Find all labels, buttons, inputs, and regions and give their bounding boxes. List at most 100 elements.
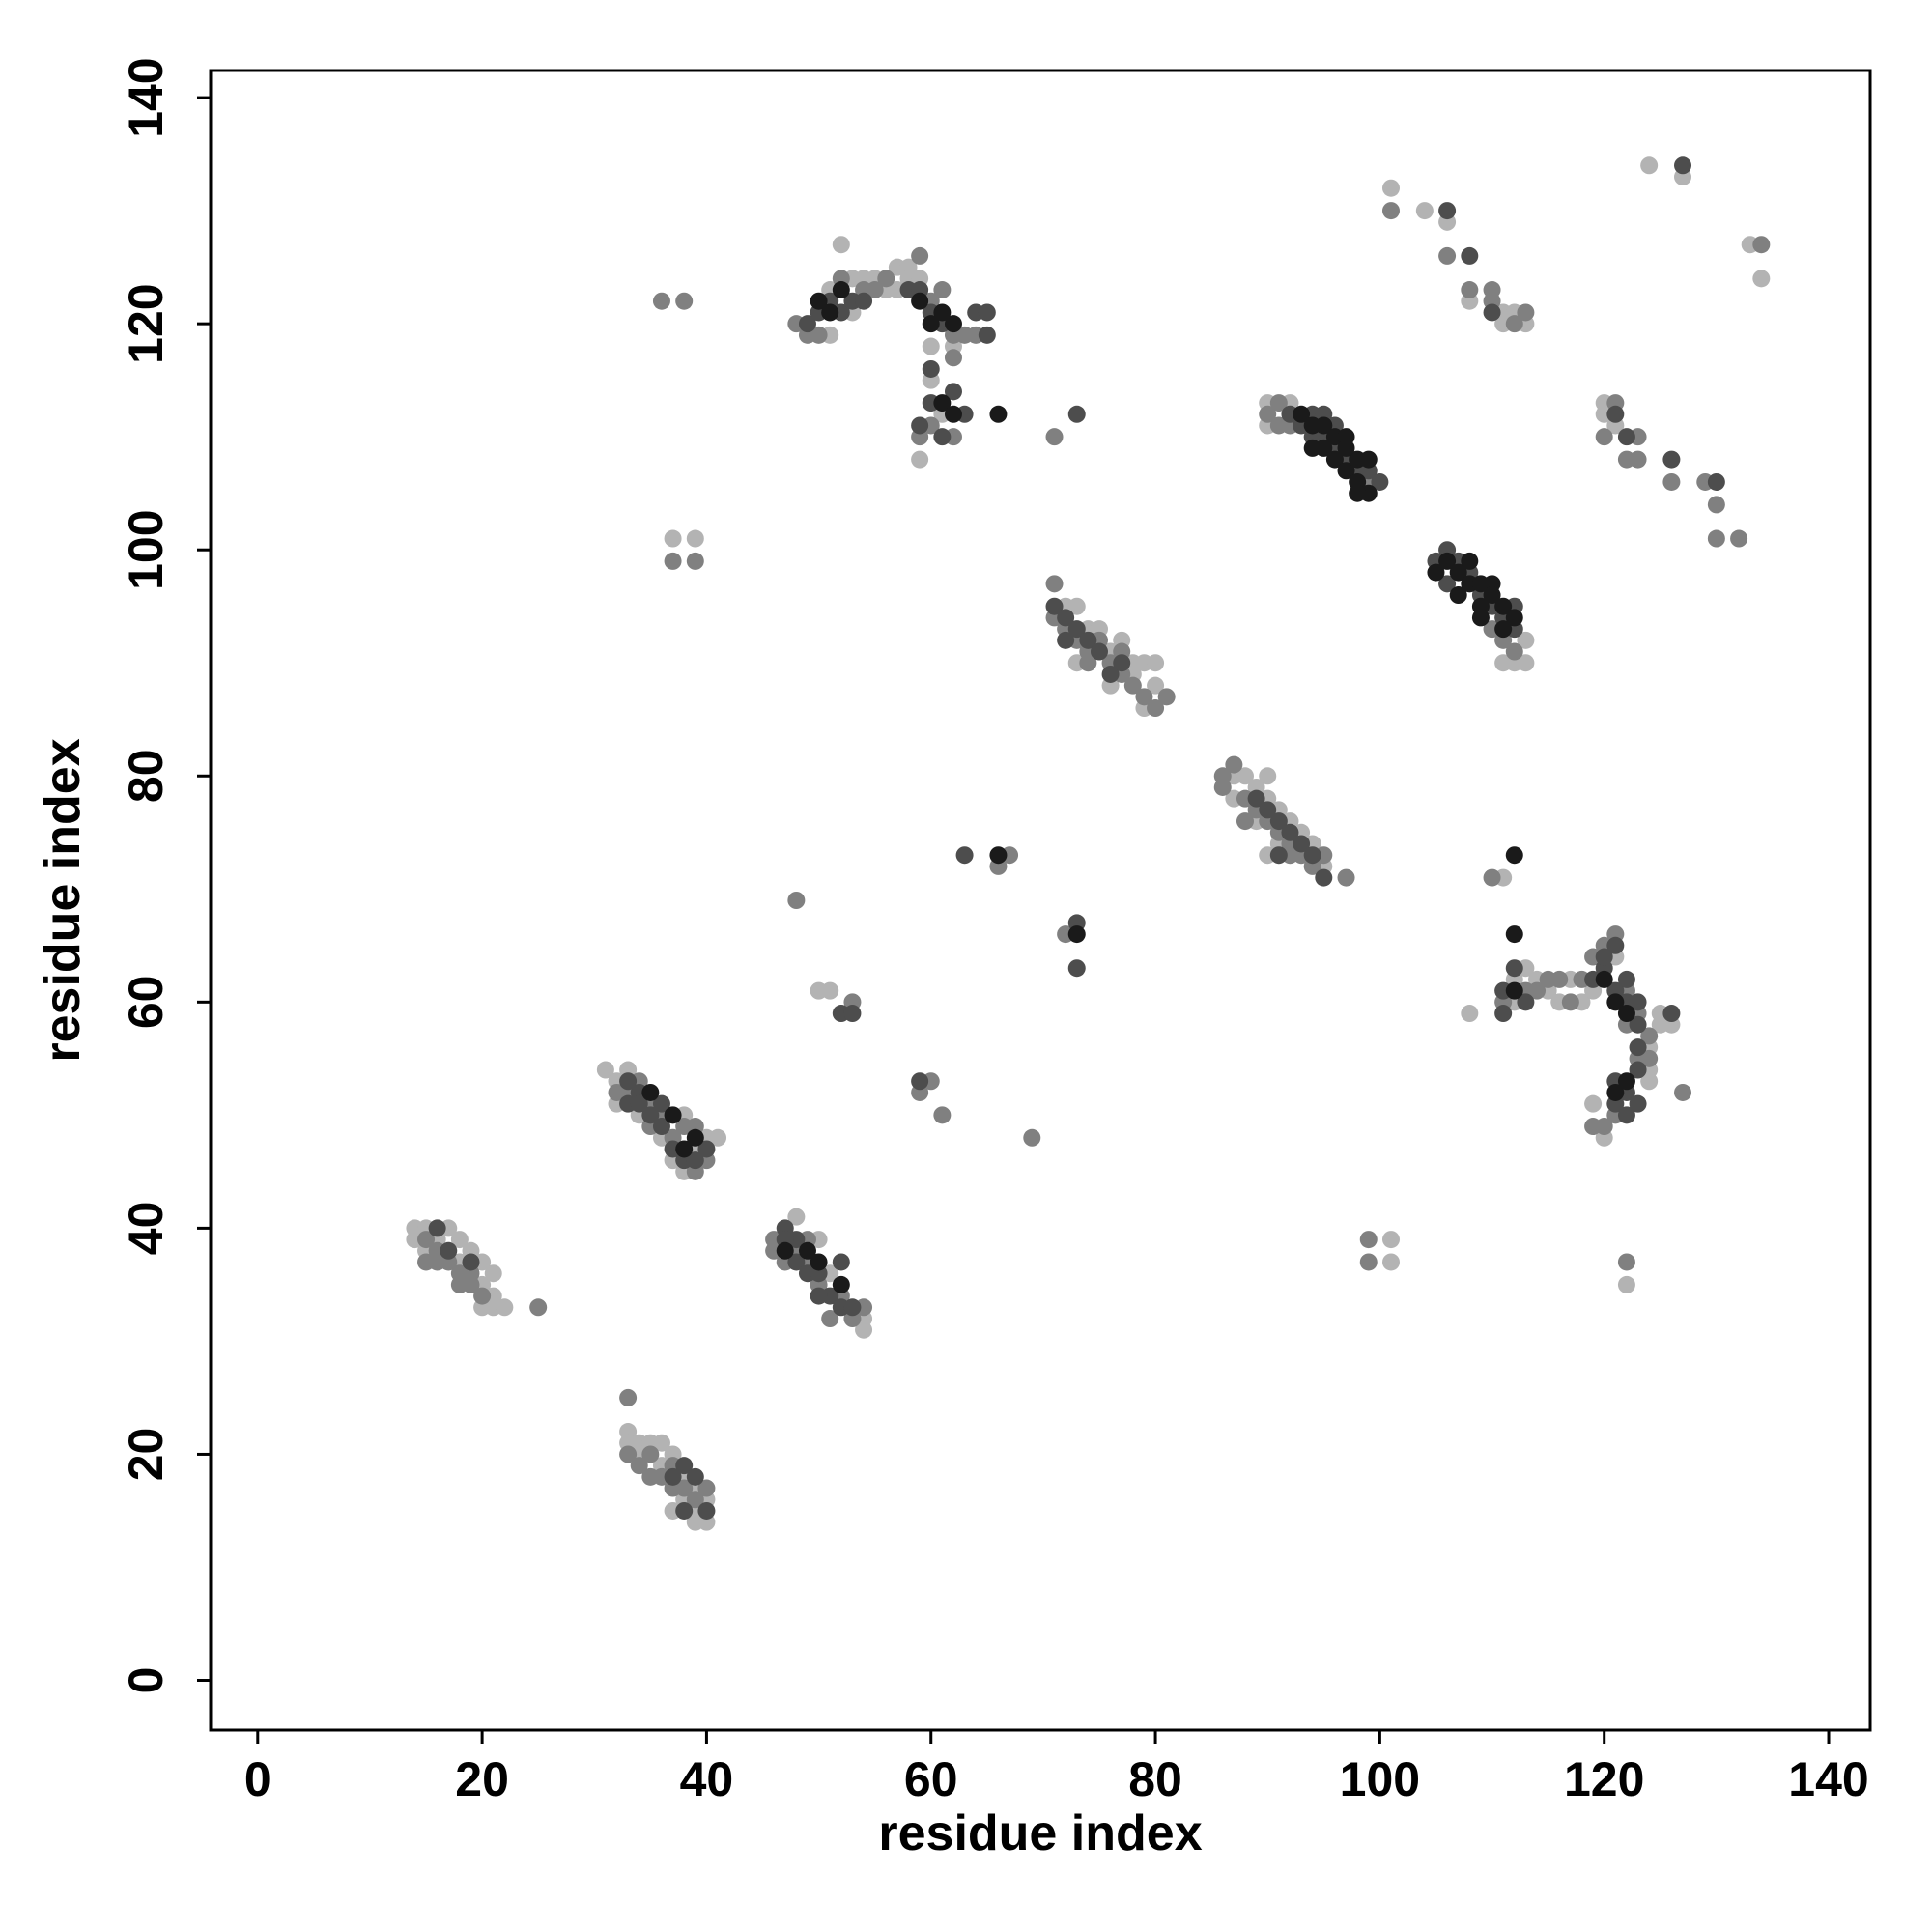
point <box>911 292 929 310</box>
point <box>1123 676 1142 695</box>
point <box>1225 755 1243 774</box>
point <box>664 1467 682 1486</box>
point <box>1057 609 1075 627</box>
point <box>1505 315 1523 333</box>
point <box>911 246 929 265</box>
point <box>1550 970 1569 988</box>
point <box>1269 846 1288 865</box>
point <box>933 281 952 299</box>
point <box>1629 993 1647 1011</box>
point <box>922 315 940 333</box>
point <box>1067 597 1086 615</box>
point <box>1359 1231 1378 1249</box>
point <box>1381 1231 1400 1249</box>
point <box>1461 281 1479 299</box>
point <box>1707 472 1725 491</box>
point <box>955 846 974 865</box>
point <box>697 1140 716 1158</box>
point <box>978 326 996 344</box>
point <box>675 1140 694 1158</box>
point <box>484 1264 502 1283</box>
point <box>911 450 929 469</box>
point <box>1147 699 1165 718</box>
point <box>664 552 682 570</box>
x-tick-label: 140 <box>1788 1752 1868 1806</box>
point <box>686 1151 704 1170</box>
point <box>1269 812 1288 831</box>
point <box>652 292 670 310</box>
point <box>1359 450 1378 469</box>
point <box>1315 439 1333 457</box>
point <box>933 1106 952 1124</box>
point <box>1213 778 1232 796</box>
point <box>1606 936 1625 954</box>
point <box>1259 767 1277 785</box>
point <box>1707 529 1725 548</box>
point <box>529 1298 548 1317</box>
y-tick-label: 40 <box>119 1202 173 1256</box>
point <box>1057 631 1075 649</box>
point <box>978 303 996 322</box>
point <box>1584 1118 1603 1136</box>
point <box>1640 1027 1659 1045</box>
point <box>1617 1253 1635 1271</box>
y-tick-label: 80 <box>119 749 173 803</box>
point <box>1090 642 1108 661</box>
point <box>686 1467 704 1486</box>
point <box>1707 496 1725 514</box>
point <box>798 315 816 333</box>
point <box>1471 609 1490 627</box>
point <box>619 1445 638 1463</box>
point <box>798 1241 816 1260</box>
point <box>933 428 952 446</box>
point <box>776 1241 794 1260</box>
point <box>1045 597 1064 615</box>
point <box>1505 642 1523 661</box>
point <box>911 1072 929 1091</box>
point <box>1315 416 1333 435</box>
x-tick-label: 120 <box>1564 1752 1644 1806</box>
point <box>596 1061 614 1079</box>
point <box>810 1253 828 1271</box>
point <box>1461 246 1479 265</box>
point <box>855 292 873 310</box>
point <box>1023 1128 1041 1147</box>
point <box>675 1501 694 1520</box>
point <box>1303 846 1321 865</box>
point <box>1079 654 1097 672</box>
point <box>989 405 1008 423</box>
point <box>944 349 962 367</box>
point <box>619 1388 638 1406</box>
point <box>1640 1072 1659 1091</box>
point <box>821 303 839 322</box>
point <box>641 1445 660 1463</box>
point <box>1505 846 1523 865</box>
y-axis-title: residue index <box>35 738 91 1062</box>
point <box>1629 1038 1647 1057</box>
point <box>1113 654 1131 672</box>
point <box>664 1106 682 1124</box>
point <box>1483 586 1501 605</box>
point <box>697 1479 716 1497</box>
point <box>821 981 839 1000</box>
point <box>1595 428 1613 446</box>
point <box>1067 925 1086 944</box>
point <box>1449 563 1467 582</box>
y-tick-label: 60 <box>119 976 173 1030</box>
point <box>1293 835 1311 853</box>
y-tick-label: 20 <box>119 1428 173 1482</box>
point <box>652 1094 670 1113</box>
point <box>1438 246 1457 265</box>
point <box>832 1253 850 1271</box>
y-tick-label: 100 <box>119 509 173 589</box>
point <box>1461 1005 1479 1023</box>
x-tick-label: 80 <box>1128 1752 1182 1806</box>
point <box>1483 303 1501 322</box>
point <box>417 1231 436 1249</box>
point <box>1505 981 1523 1000</box>
point <box>1629 1094 1647 1113</box>
point <box>1045 428 1064 446</box>
point <box>1517 303 1535 322</box>
point <box>462 1253 480 1271</box>
point <box>1494 597 1513 615</box>
